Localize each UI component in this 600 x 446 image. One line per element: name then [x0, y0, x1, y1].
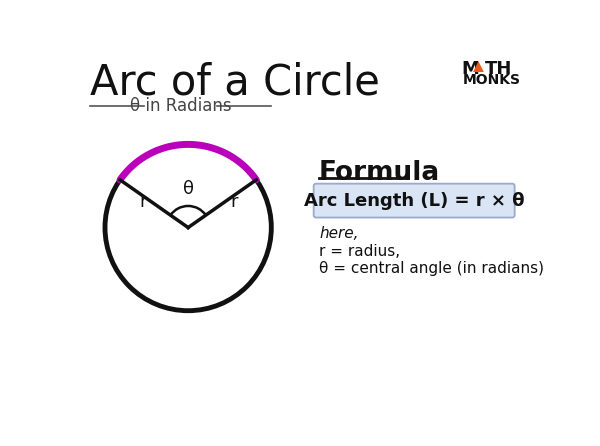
Text: M: M: [461, 60, 479, 78]
Text: Arc Length (L) = r × θ: Arc Length (L) = r × θ: [304, 192, 524, 210]
Text: Arc of a Circle: Arc of a Circle: [91, 61, 380, 103]
Text: TH: TH: [485, 60, 513, 78]
Text: here,: here,: [319, 226, 359, 241]
Text: MONKS: MONKS: [463, 73, 521, 87]
Text: Formula: Formula: [319, 160, 440, 186]
Text: θ in Radians: θ in Radians: [130, 97, 231, 115]
Text: r: r: [230, 193, 238, 211]
Text: r = radius,: r = radius,: [319, 244, 400, 260]
Text: r: r: [139, 193, 146, 211]
Polygon shape: [473, 61, 484, 72]
FancyBboxPatch shape: [314, 184, 515, 218]
Text: θ = central angle (in radians): θ = central angle (in radians): [319, 261, 544, 277]
Text: θ: θ: [182, 180, 194, 198]
